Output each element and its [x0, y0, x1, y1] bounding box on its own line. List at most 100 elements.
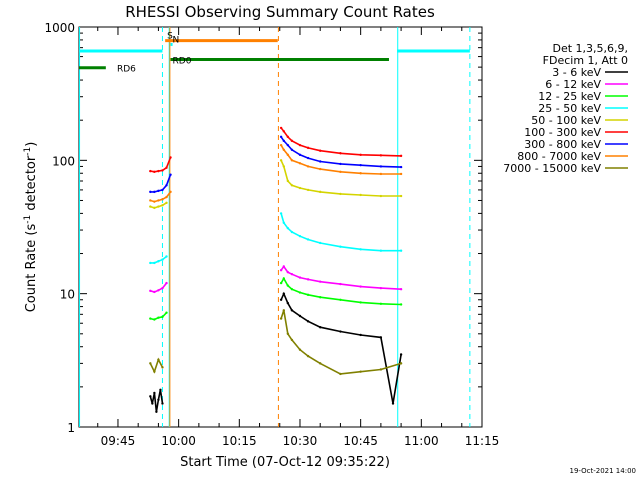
data-point: [298, 314, 302, 318]
data-point: [165, 255, 168, 258]
data-point: [161, 204, 164, 207]
data-point: [149, 362, 152, 365]
data-point: [282, 148, 286, 151]
data-point: [298, 162, 302, 165]
data-point: [399, 353, 403, 356]
data-point: [339, 245, 342, 248]
data-point: [399, 165, 403, 169]
data-point: [399, 249, 403, 252]
data-point: [149, 199, 152, 202]
x-tick-label: 09:45: [101, 434, 136, 448]
vertical-markers: [79, 27, 471, 427]
data-point: [306, 156, 310, 160]
data-point: [161, 198, 164, 201]
data-point: [306, 165, 310, 168]
footer-date: 19-Oct-2021 14:00: [570, 467, 636, 475]
data-point: [359, 193, 362, 197]
data-point: [282, 165, 286, 168]
data-point: [149, 190, 152, 194]
data-point: [319, 280, 322, 283]
data-point: [155, 410, 158, 414]
data-point: [286, 226, 290, 230]
data-point: [159, 388, 162, 392]
flag-label: S: [167, 32, 173, 42]
data-point: [282, 130, 286, 133]
data-point: [399, 362, 403, 365]
legend-entry-label: 300 - 800 keV: [524, 138, 601, 151]
data-point: [165, 166, 168, 169]
data-point: [319, 296, 322, 299]
data-point: [282, 292, 286, 295]
data-point: [286, 301, 290, 305]
data-point: [161, 169, 164, 172]
data-point: [298, 234, 302, 238]
data-point: [169, 156, 172, 159]
data-point: [399, 303, 403, 306]
data-point: [165, 184, 168, 187]
data-point: [339, 372, 342, 376]
data-point: [298, 348, 302, 351]
data-point: [157, 260, 160, 263]
data-point: [279, 268, 283, 272]
data-point: [379, 154, 383, 157]
data-point: [165, 201, 168, 205]
data-point: [153, 370, 156, 373]
x-axis-label: Start Time (07-Oct-12 09:35:22): [180, 455, 390, 470]
data-point: [359, 301, 362, 304]
data-point: [153, 200, 156, 203]
data-point: [153, 170, 156, 174]
data-point: [379, 302, 383, 305]
legend-header: Det 1,3,5,6,9,: [552, 42, 628, 55]
axis-ticks: 09:45 10:00 10:15 10:30 10:45 11:00 11:15 1 10 10…: [44, 21, 499, 448]
data-point: [149, 317, 152, 320]
legend-entry-label: 100 - 300 keV: [524, 126, 601, 139]
data-point: [165, 311, 168, 314]
data-point: [157, 199, 160, 202]
data-point: [149, 169, 152, 173]
data-point: [379, 194, 383, 198]
data-point: [298, 143, 302, 147]
data-point: [319, 362, 322, 365]
legend-entry-label: 800 - 7000 keV: [517, 150, 601, 163]
data-point: [306, 146, 310, 150]
data-point: [298, 291, 302, 294]
legend-entry-label: 50 - 100 keV: [531, 114, 601, 127]
data-point: [339, 170, 342, 174]
data-point: [286, 332, 290, 336]
data-point: [290, 230, 294, 234]
data-point: [290, 148, 294, 151]
data-point: [290, 184, 294, 187]
legend-entry-label: 25 - 50 keV: [538, 102, 601, 115]
data-point: [286, 143, 290, 147]
data-point: [359, 248, 362, 251]
data-point: [157, 169, 160, 173]
x-tick-label: 10:15: [222, 434, 257, 448]
data-point: [290, 288, 294, 291]
data-point: [153, 290, 156, 294]
flag-label: RD6: [117, 65, 136, 75]
data-point: [161, 286, 164, 290]
data-point: [399, 154, 403, 158]
data-point: [151, 402, 154, 405]
data-point: [298, 153, 302, 157]
data-point: [169, 173, 172, 176]
data-point: [379, 286, 383, 290]
series-group: [149, 126, 403, 414]
data-point: [153, 318, 156, 321]
x-tick-label: 10:45: [343, 434, 378, 448]
series-line: [280, 291, 402, 404]
data-point: [279, 135, 283, 139]
x-tick-label: 11:00: [404, 434, 439, 448]
data-point: [286, 153, 290, 157]
data-point: [319, 190, 322, 194]
data-point: [399, 172, 403, 176]
x-tick-label: 10:30: [283, 434, 318, 448]
data-point: [282, 139, 286, 143]
data-point: [279, 317, 283, 320]
data-point: [153, 261, 156, 265]
data-point: [157, 316, 160, 319]
data-point: [279, 126, 283, 130]
data-point: [339, 192, 342, 196]
data-point: [359, 172, 362, 175]
